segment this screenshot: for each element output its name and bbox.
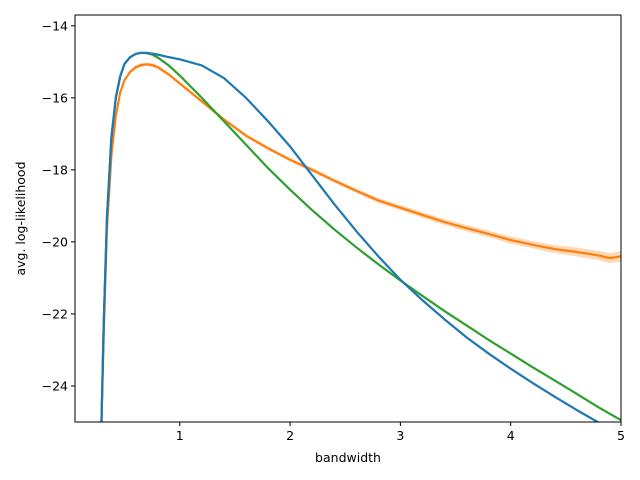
series-0-band [101,62,621,422]
x-tick-label: 2 [286,428,294,443]
x-axis: 1 2 3 4 5 [176,422,625,443]
y-axis: −24 −22 −20 −18 −16 −14 [42,18,75,393]
y-tick-label: −18 [42,162,68,177]
y-axis-label: avg. log-likelihood [13,161,28,275]
series-2-line [100,51,600,422]
x-axis-label: bandwidth [315,450,381,465]
plot-frame [74,14,622,423]
series-0-line [100,63,621,422]
y-tick-label: −20 [42,234,68,249]
x-tick-label: 5 [617,428,625,443]
y-tick-label: −22 [42,306,68,321]
x-tick-label: 1 [176,428,184,443]
y-tick-label: −16 [42,90,68,105]
y-tick-label: −24 [42,378,68,393]
x-tick-label: 3 [396,428,404,443]
series-layer [100,51,621,422]
y-tick-label: −14 [42,18,68,33]
x-tick-label: 4 [507,428,515,443]
